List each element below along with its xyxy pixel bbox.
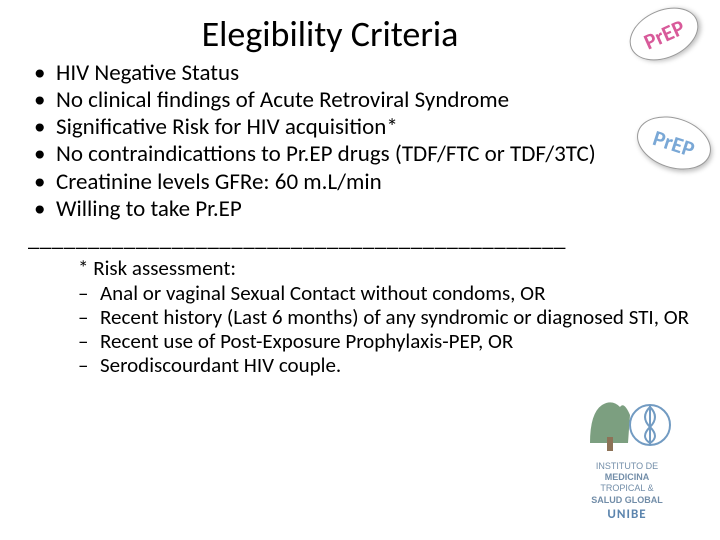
bullet-item: No contraindicattions to Pr.EP drugs (TD… [32, 141, 692, 168]
sub-bullet-item: Recent use of Post-Exposure Prophylaxis-… [78, 329, 692, 353]
pill-label: PrEP [650, 124, 698, 163]
slide-title: Elegibility Criteria [88, 12, 572, 56]
sub-bullet-list: Anal or vaginal Sexual Contact without c… [78, 281, 692, 378]
logo-text-line: MEDICINA [552, 472, 702, 482]
slide-container: Elegibility Criteria HIV Negative Status… [0, 0, 720, 540]
logo-text-line: INSTITUTO DE [552, 461, 702, 471]
bullet-item: Significative Risk for HIV acquisition* [32, 114, 692, 141]
main-bullet-list: HIV Negative Status No clinical findings… [32, 60, 692, 223]
sub-bullet-item: Recent history (Last 6 months) of any sy… [78, 305, 692, 329]
logo-unibe: UNIBE [552, 507, 702, 522]
divider-line: ________________________________________… [28, 225, 692, 253]
logo-text-line: TROPICAL & [552, 483, 702, 493]
risk-assessment-heading: * Risk assessment: [28, 255, 692, 281]
sub-bullet-item: Serodiscourdant HIV couple. [78, 353, 692, 377]
institute-logo: INSTITUTO DE MEDICINA TROPICAL & SALUD G… [552, 393, 702, 522]
logo-graphic-icon [572, 393, 682, 455]
bullet-item: Willing to take Pr.EP [32, 196, 692, 223]
bullet-item: Creatinine levels GFRe: 60 m.L/min [32, 169, 692, 196]
pill-label: PrEP [639, 13, 688, 55]
logo-text-line: SALUD GLOBAL [552, 495, 702, 505]
bullet-item: No clinical findings of Acute Retroviral… [32, 87, 692, 114]
sub-bullet-item: Anal or vaginal Sexual Contact without c… [78, 281, 692, 305]
bullet-item: HIV Negative Status [32, 60, 692, 87]
